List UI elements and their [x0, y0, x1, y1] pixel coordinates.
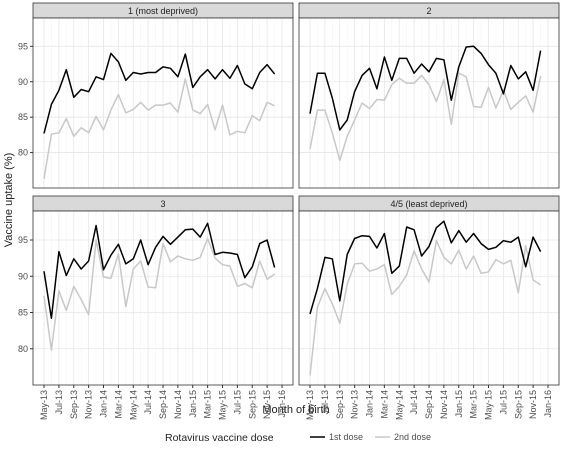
- y-tick-label: 85: [18, 308, 28, 318]
- x-tick-label: Nov-13: [350, 390, 360, 419]
- line: [309, 45, 542, 131]
- y-tick-label: 95: [18, 235, 28, 245]
- y-tick-label: 95: [18, 41, 28, 51]
- x-tick-label: Nov-14: [439, 390, 449, 419]
- x-tick-label: May-15: [484, 390, 494, 420]
- x-tick-label: Sep-15: [247, 390, 257, 419]
- y-tick-label: 80: [18, 344, 28, 354]
- line: [309, 220, 542, 315]
- x-tick-label: May-14: [394, 390, 404, 420]
- line: [43, 237, 276, 351]
- y-axis-label: Vaccine uptake (%): [3, 153, 15, 248]
- y-tick-label: 90: [18, 271, 28, 281]
- line: [309, 72, 542, 162]
- legend-title: Rotavirus vaccine dose: [165, 432, 274, 444]
- x-tick-label: Nov-14: [173, 390, 183, 419]
- x-tick-label: Mar-14: [379, 390, 389, 419]
- x-tick-label: Jan-14: [99, 390, 109, 418]
- y-tick-label: 85: [18, 112, 28, 122]
- x-tick-label: May-13: [39, 390, 49, 420]
- x-tick-label: Jan-16: [277, 390, 287, 418]
- x-tick-label: Sep-13: [69, 390, 79, 419]
- x-tick-label: Nov-15: [262, 390, 272, 419]
- x-tick-label: Mar-15: [469, 390, 479, 419]
- line: [43, 222, 276, 320]
- x-tick-label: Nov-15: [528, 390, 538, 419]
- x-tick-label: Jul-15: [232, 390, 242, 415]
- panel-border: [32, 17, 294, 189]
- x-tick-label: May-13: [305, 390, 315, 420]
- x-tick-label: Jan-15: [188, 390, 198, 418]
- line: [43, 52, 276, 134]
- x-tick-label: Jan-14: [365, 390, 375, 418]
- panel-title: 1 (most deprived): [128, 6, 198, 16]
- y-tick-label: 90: [18, 77, 28, 87]
- legend-label: 2nd dose: [394, 432, 431, 442]
- panel-title: 2: [426, 6, 431, 16]
- x-tick-label: Sep-14: [158, 390, 168, 419]
- panel-border: [298, 17, 560, 189]
- panel-title: 4/5 (least deprived): [390, 199, 467, 209]
- x-axis-label: Month of birth: [262, 404, 329, 416]
- panel-title: 3: [160, 199, 165, 209]
- x-tick-label: May-14: [128, 390, 138, 420]
- x-tick-label: Mar-15: [203, 390, 213, 419]
- x-tick-label: Jul-14: [143, 390, 153, 415]
- x-tick-label: Sep-15: [513, 390, 523, 419]
- panel-border: [32, 210, 294, 386]
- line: [309, 239, 542, 376]
- x-tick-label: Nov-13: [84, 390, 94, 419]
- x-tick-label: Jan-16: [543, 390, 553, 418]
- line: [43, 78, 275, 179]
- legend-label: 1st dose: [329, 432, 363, 442]
- panel-border: [298, 210, 560, 386]
- x-tick-label: Jul-13: [320, 390, 330, 415]
- x-tick-label: Jul-14: [409, 390, 419, 415]
- x-tick-label: Sep-14: [424, 390, 434, 419]
- x-tick-label: Mar-14: [113, 390, 123, 419]
- x-tick-label: Sep-13: [335, 390, 345, 419]
- y-tick-label: 80: [18, 148, 28, 158]
- x-tick-label: May-15: [218, 390, 228, 420]
- x-tick-label: Jul-13: [54, 390, 64, 415]
- x-tick-label: Jul-15: [498, 390, 508, 415]
- x-tick-label: Jan-15: [454, 390, 464, 418]
